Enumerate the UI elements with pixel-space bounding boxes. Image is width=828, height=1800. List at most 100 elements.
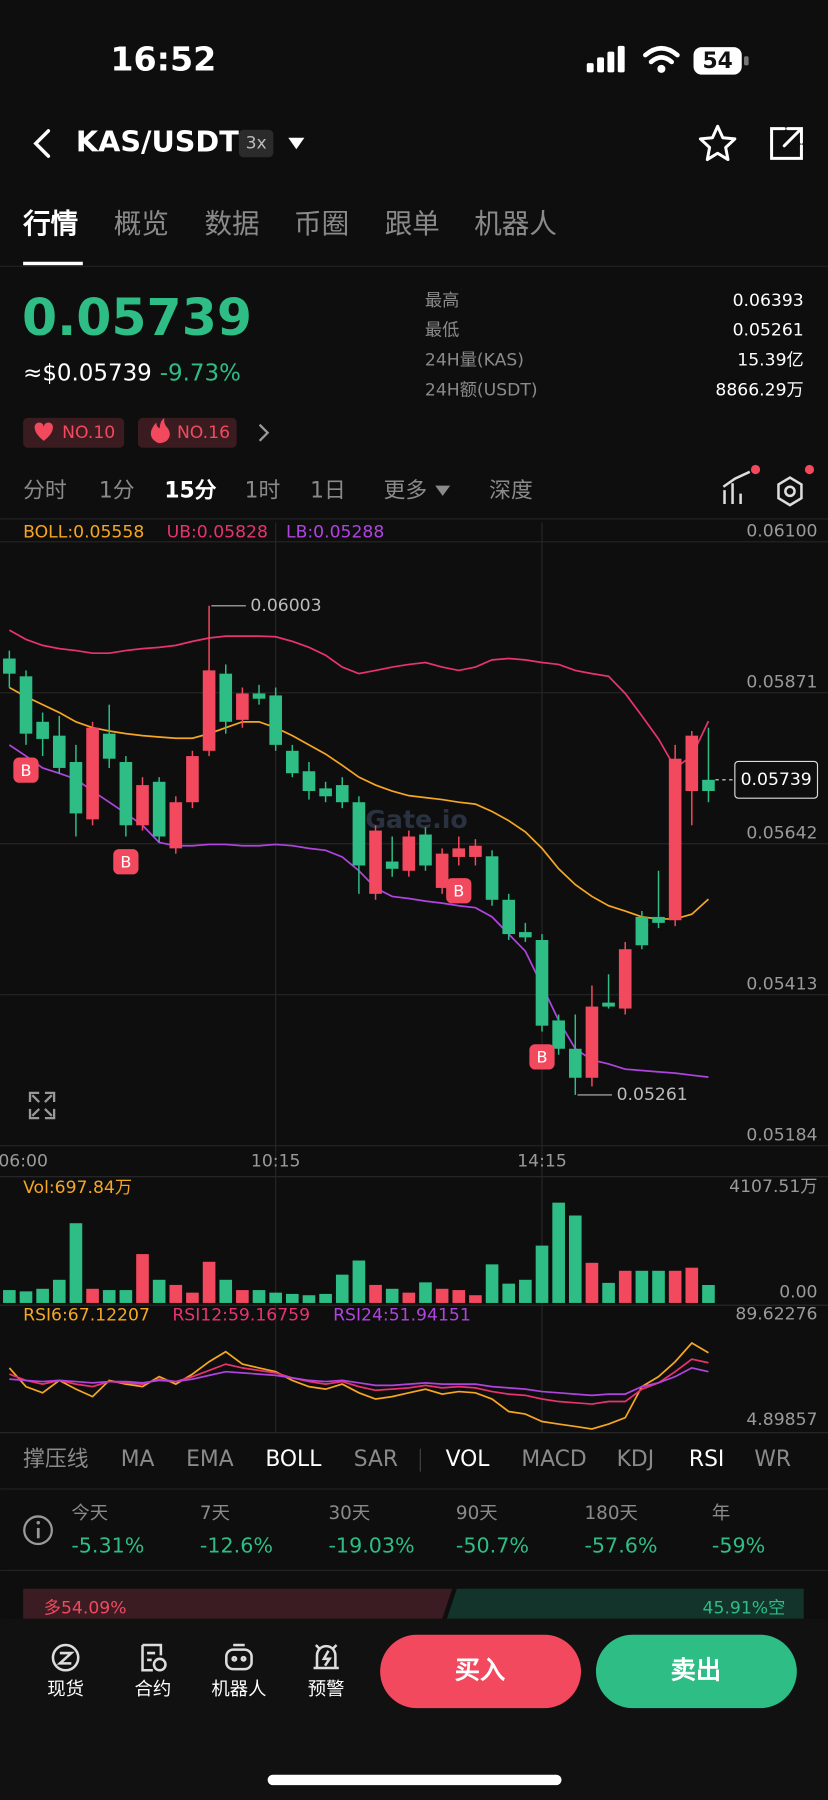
short-label: 45.91%空 — [703, 1598, 786, 1618]
candle-body — [302, 771, 316, 792]
volume-bar — [69, 1223, 83, 1303]
buy-label: 买入 — [455, 1655, 506, 1684]
interval[interactable]: 1时 — [245, 478, 281, 503]
interval[interactable]: 更多 — [384, 478, 428, 503]
volume-bar — [269, 1292, 282, 1303]
volume-bar — [585, 1262, 599, 1303]
candle-body — [618, 949, 632, 1009]
volume-bar — [452, 1290, 466, 1303]
volume-bar — [385, 1288, 399, 1303]
heart-icon — [34, 422, 53, 441]
buy-marker-label: B — [20, 761, 31, 780]
buy-marker-label: B — [453, 881, 464, 900]
tab[interactable]: 币圈 — [294, 208, 349, 240]
share-button[interactable] — [770, 127, 803, 160]
stat-value: 8866.29万 — [715, 380, 803, 400]
interval[interactable]: 1日 — [310, 478, 346, 503]
tab[interactable]: 机器人 — [474, 208, 557, 240]
sell-button[interactable] — [595, 1634, 797, 1709]
tab[interactable]: 行情 — [22, 208, 78, 240]
volume-bar — [302, 1295, 316, 1303]
candle-body — [352, 802, 366, 866]
info-icon-bar — [36, 1527, 40, 1539]
indicator-tab[interactable]: EMA — [186, 1447, 234, 1472]
volume-bar — [202, 1261, 216, 1303]
interval[interactable]: 分时 — [23, 478, 67, 503]
period-change: -57.6% — [584, 1533, 657, 1557]
tab[interactable]: 概览 — [114, 208, 169, 240]
nav-label[interactable]: 机器人 — [211, 1679, 266, 1700]
interval[interactable]: 深度 — [489, 478, 533, 503]
indicator-line — [8, 629, 710, 770]
candle-body — [652, 916, 665, 923]
interval[interactable]: 1分 — [99, 478, 135, 503]
indicator-tab[interactable]: MA — [121, 1447, 155, 1472]
volume-bar — [319, 1293, 332, 1303]
candle-body — [485, 856, 499, 900]
last-price-box — [734, 760, 819, 799]
nav-label[interactable]: 现货 — [47, 1679, 84, 1700]
buy-marker — [113, 849, 139, 875]
indicator-line — [9, 1358, 709, 1405]
indicator-tab[interactable]: MACD — [521, 1447, 586, 1472]
leverage-text: 3x — [246, 133, 267, 153]
legend-entry: LB:0.05288 — [286, 523, 384, 543]
interval-active[interactable]: 15分 — [164, 478, 216, 503]
tab[interactable]: 数据 — [204, 208, 259, 240]
y-tick-label: 0.05184 — [746, 1125, 817, 1145]
info-icon[interactable] — [23, 1515, 53, 1546]
candle-body — [502, 899, 516, 935]
candle-body — [519, 932, 532, 938]
back-button[interactable] — [33, 129, 51, 158]
volume-bar — [485, 1264, 499, 1303]
y-tick-label: 89.62276 — [735, 1304, 817, 1324]
candle-body — [319, 788, 332, 797]
volume-bar — [552, 1202, 565, 1303]
nav-icons — [51, 1643, 339, 1672]
volume-bar — [3, 1290, 16, 1303]
rank-text: NO.16 — [177, 423, 230, 443]
indicator-tab-active[interactable]: VOL — [446, 1447, 491, 1472]
pair-dropdown[interactable] — [288, 137, 305, 150]
status-time: 16:52 — [110, 39, 216, 78]
candle-body — [568, 1048, 582, 1078]
volume-bar — [535, 1245, 549, 1303]
volume-bar — [119, 1290, 133, 1303]
last-price-label: 0.05739 — [741, 770, 812, 790]
buy-button[interactable] — [380, 1634, 582, 1709]
battery-level: 54 — [702, 49, 732, 74]
candle-body — [202, 670, 216, 751]
more-chevron[interactable] — [258, 423, 270, 442]
more-dropdown — [435, 485, 451, 496]
fiat-price: ≈$0.05739 — [23, 361, 152, 387]
settings-button[interactable] — [777, 476, 803, 507]
indicator-line — [8, 1341, 709, 1430]
legend-entry: UB:0.05828 — [167, 523, 268, 543]
volume-bar — [685, 1267, 699, 1303]
indicator-tab-active[interactable]: RSI — [689, 1447, 724, 1472]
indicator-tab-active[interactable]: BOLL — [265, 1447, 322, 1472]
nav-label[interactable]: 预警 — [308, 1679, 345, 1700]
indicator-tab[interactable]: SAR — [354, 1447, 398, 1472]
indicator-tab[interactable]: WR — [754, 1447, 791, 1472]
candle-body — [36, 721, 49, 739]
wifi-icon — [643, 45, 680, 65]
buy-marker — [446, 878, 472, 904]
indicator-tab[interactable]: KDJ — [617, 1447, 655, 1472]
stat-value: 15.39亿 — [737, 350, 803, 370]
buy-marker-label: B — [120, 852, 131, 871]
tab[interactable]: 跟单 — [385, 208, 440, 240]
stat-value: 0.05261 — [733, 321, 804, 341]
legend-entry: RSI6:67.12207 — [23, 1306, 150, 1326]
volume-bar — [502, 1283, 516, 1303]
indicator-button[interactable] — [722, 470, 751, 504]
candle-body — [419, 834, 432, 866]
leverage-badge — [238, 129, 274, 158]
volume-bar — [136, 1254, 149, 1303]
candle-body — [102, 733, 116, 759]
volume-bar — [186, 1292, 199, 1303]
favorite-button[interactable] — [698, 124, 737, 162]
fullscreen-button[interactable] — [28, 1091, 56, 1120]
indicator-tab[interactable]: 撑压线 — [23, 1447, 88, 1472]
nav-label[interactable]: 合约 — [134, 1679, 171, 1700]
